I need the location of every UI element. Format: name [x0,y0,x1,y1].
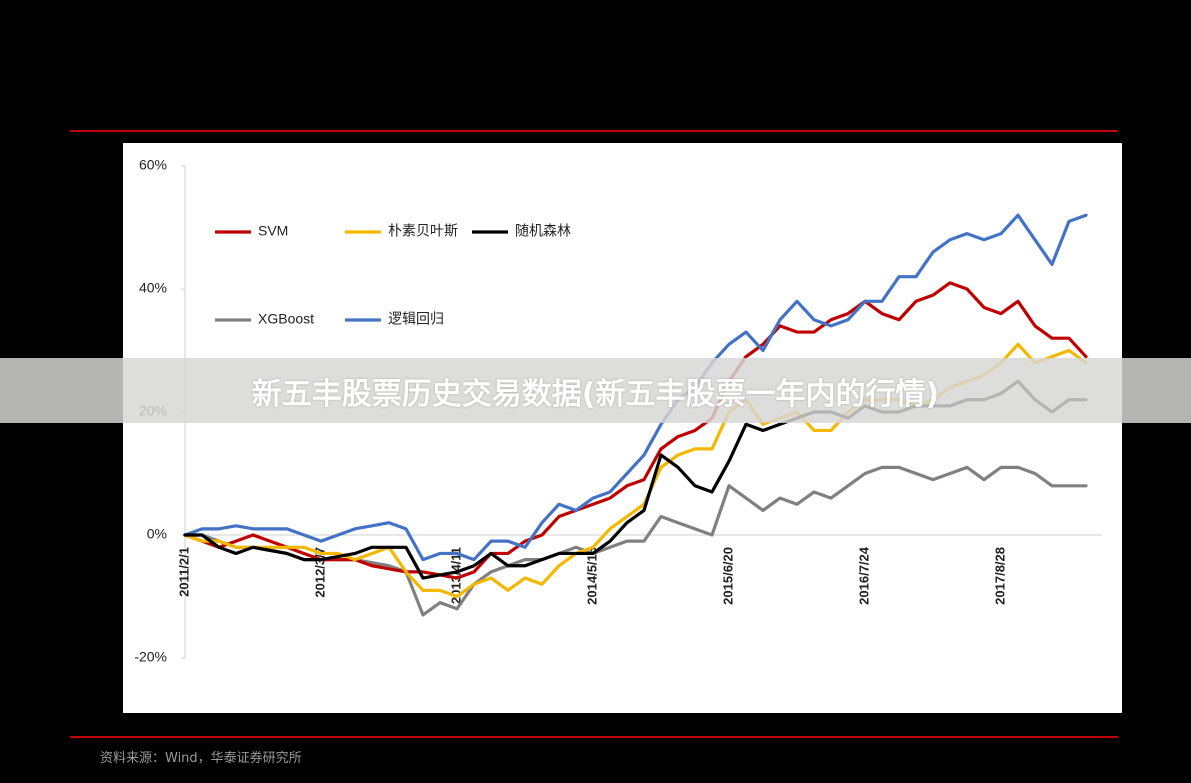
x-tick-label: 2016/7/24 [856,546,871,605]
legend-label: 朴素贝叶斯 [388,223,458,239]
y-tick-label: 40% [139,280,167,296]
legend-label: 逻辑回归 [388,311,444,327]
source-note: 资料来源：Wind，华泰证券研究所 [100,751,302,766]
banner: 新五丰股票历史交易数据(新五丰股票一年内的行情) [0,358,1191,423]
legend-label: SVM [258,223,288,239]
x-tick-label: 2013/4/11 [448,547,463,604]
series-line [183,213,1088,562]
banner-title: 新五丰股票历史交易数据(新五丰股票一年内的行情) [251,376,940,412]
y-tick-label: 60% [139,157,167,173]
series-line [183,281,1088,580]
x-tick-label: 2014/5/16 [584,547,599,605]
legend-label: 随机森林 [515,223,571,239]
y-tick-label: 0% [147,526,167,542]
legend-label: XGBoost [258,311,314,327]
bottom-rule [70,736,1118,738]
x-tick-label: 2015/6/20 [720,547,735,605]
top-rule [70,130,1118,132]
x-tick-label: 2011/2/1 [176,547,191,597]
x-tick-label: 2017/8/28 [992,547,1007,605]
y-tick-label: -20% [134,649,167,665]
